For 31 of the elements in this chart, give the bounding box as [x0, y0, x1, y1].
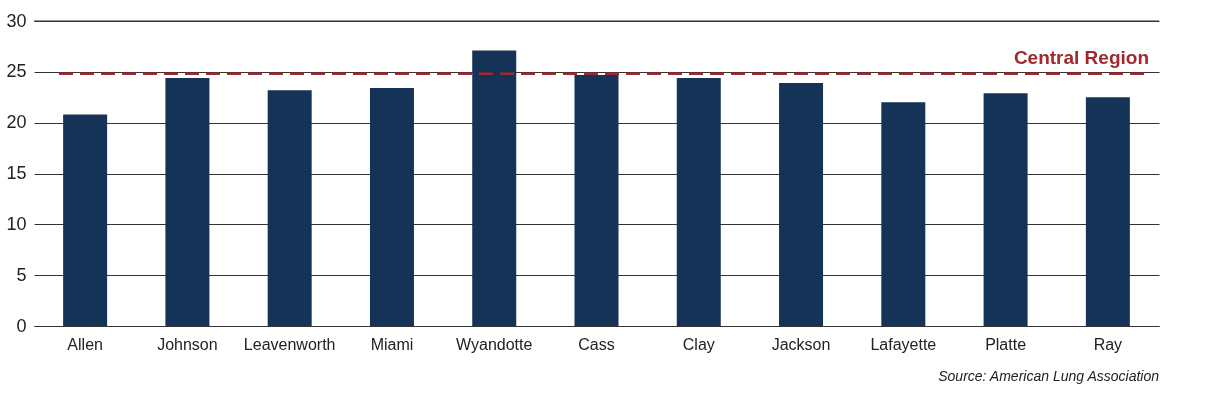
x-tick-label: Clay: [682, 335, 715, 353]
x-tick-label: Jackson: [771, 335, 831, 353]
ref-line-label: Central Region: [1013, 46, 1149, 68]
x-tick-label: Lafayette: [870, 335, 937, 353]
y-tick-label: 0: [16, 315, 27, 336]
x-tick-label: Leavenworth: [243, 335, 336, 353]
bar: [267, 90, 312, 326]
x-tick-label: Johnson: [157, 335, 218, 353]
bar: [369, 88, 414, 326]
y-tick-label: 30: [6, 10, 27, 31]
bar: [676, 77, 721, 326]
x-tick-label: Miami: [370, 335, 414, 353]
y-tick-label: 5: [16, 264, 27, 285]
bar: [983, 93, 1028, 326]
x-tick-label: Allen: [67, 335, 103, 353]
source-note: Source: American Lung Association: [938, 368, 1160, 384]
bar: [881, 102, 926, 326]
x-tick-label: Platte: [985, 335, 1027, 353]
x-tick-label: Wyandotte: [456, 335, 533, 353]
x-tick-label: Cass: [578, 335, 615, 353]
bar: [165, 77, 210, 326]
bar: [472, 50, 517, 326]
y-tick-label: 15: [6, 163, 27, 183]
bar: [63, 114, 108, 326]
x-tick-label: Ray: [1093, 335, 1123, 353]
bar: [574, 74, 619, 326]
y-tick-label: 25: [6, 61, 27, 82]
bar: [1085, 97, 1130, 326]
y-tick-label: 10: [6, 213, 27, 234]
bar: [779, 83, 824, 326]
y-tick-label: 20: [6, 112, 27, 133]
